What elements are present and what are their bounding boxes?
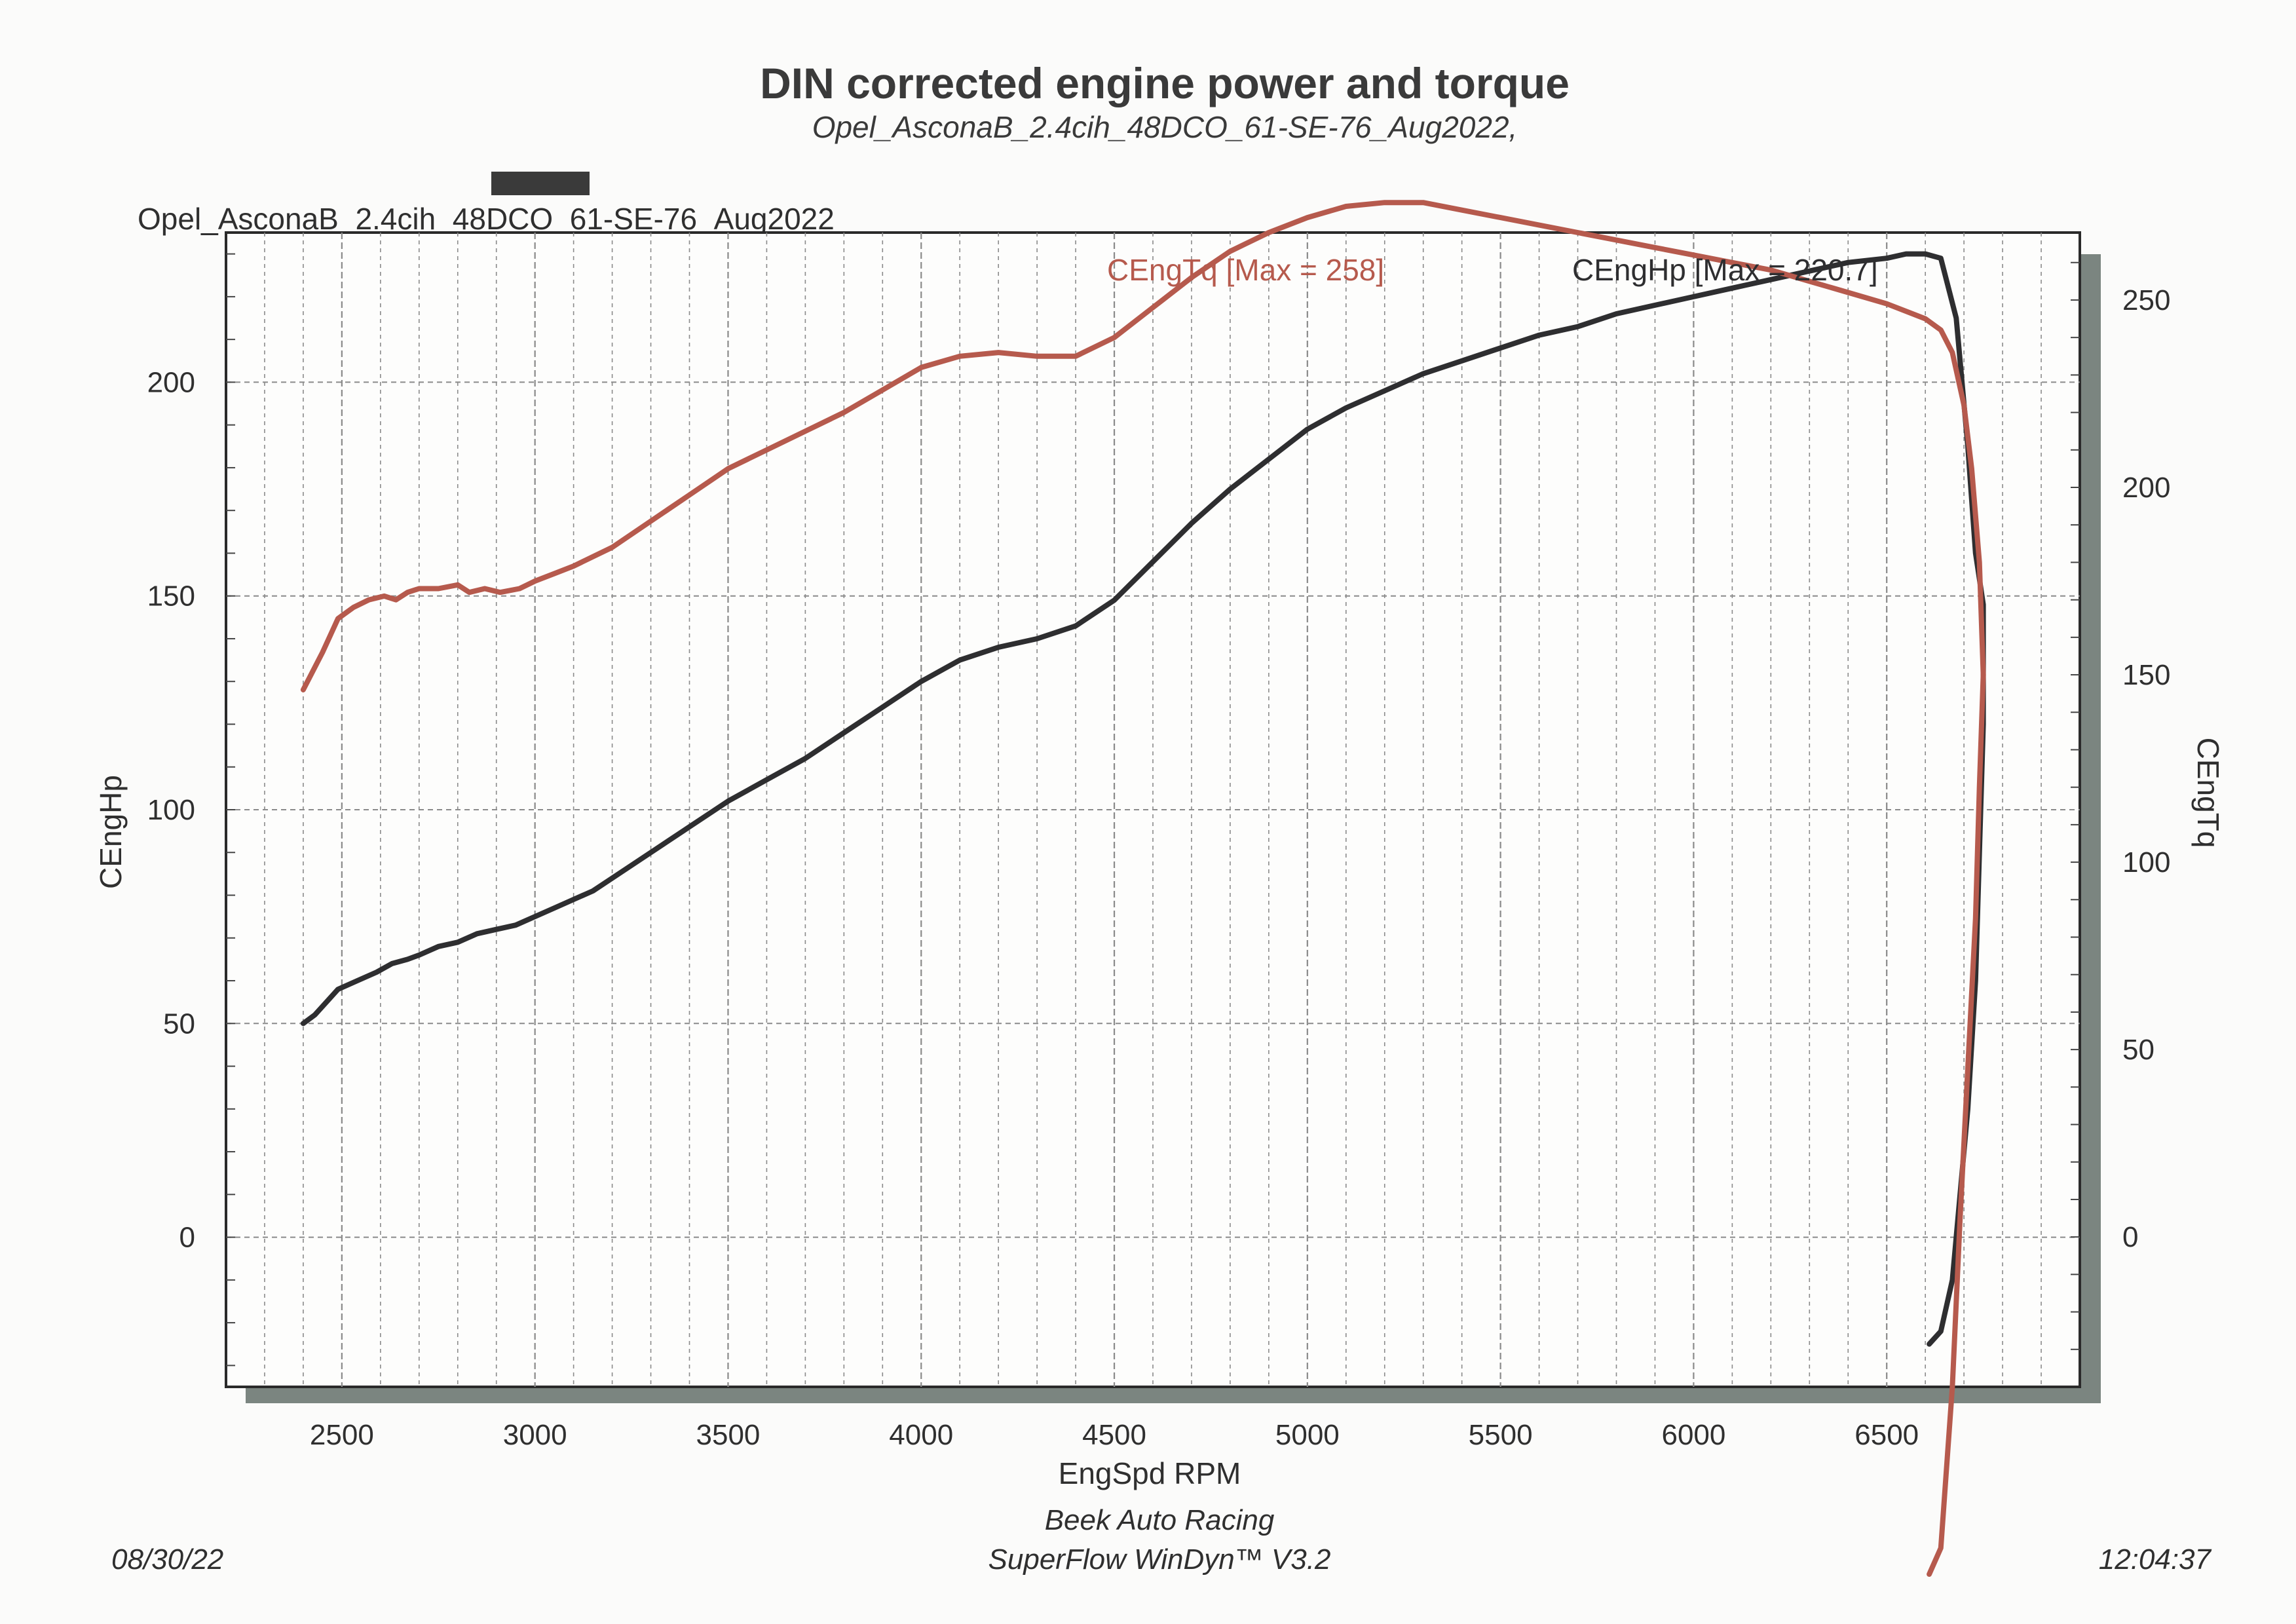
y-tick-label-right: 250 [2122, 284, 2170, 316]
y-tick-label-right: 50 [2122, 1034, 2155, 1066]
x-tick-label: 5500 [1469, 1419, 1533, 1451]
x-tick-label: 6500 [1854, 1419, 1919, 1451]
x-tick-label: 3000 [503, 1419, 567, 1451]
torque-max-annotation: CEngTq [Max = 258] [1107, 253, 1384, 287]
power-max-annotation: CEngHp [Max = 220.7] [1572, 253, 1878, 287]
x-tick-label: 4500 [1082, 1419, 1146, 1451]
legend-swatch [491, 172, 590, 195]
y-tick-label-left: 50 [163, 1008, 195, 1040]
footer-date: 08/30/22 [111, 1543, 223, 1576]
footer-company: Beek Auto Racing [1045, 1504, 1275, 1536]
y-tick-label-right: 150 [2122, 659, 2170, 691]
series-lines [300, 200, 1986, 1577]
y-tick-label-left: 200 [147, 366, 195, 398]
axis-ticks: 2500 3000 3500 4000 4500 5000 5500 6000 65000501… [147, 253, 2170, 1451]
y-axis-label-left: CEngHp [94, 775, 128, 889]
y-tick-label-left: 0 [179, 1222, 195, 1254]
y-tick-label-left: 100 [147, 794, 195, 826]
y-tick-label-right: 200 [2122, 472, 2170, 504]
x-tick-label: 4000 [889, 1419, 953, 1451]
footer-software: SuperFlow WinDyn™ V3.2 [988, 1543, 1331, 1576]
x-tick-label: 3500 [696, 1419, 761, 1451]
x-axis-label: EngSpd RPM [1059, 1456, 1241, 1490]
grid [226, 233, 2080, 1387]
x-tick-label: 6000 [1661, 1419, 1725, 1451]
y-tick-label-left: 150 [147, 580, 195, 613]
plot-shadow-right [2080, 254, 2101, 1401]
legend-label: Opel_AsconaB_2.4cih_48DCO_61-SE-76_Aug20… [138, 202, 835, 236]
y-tick-label-right: 0 [2122, 1221, 2138, 1253]
power-line [300, 251, 1986, 1347]
x-tick-label: 2500 [310, 1419, 374, 1451]
plot-shadow-bottom [246, 1388, 2101, 1403]
y-tick-label-right: 100 [2122, 846, 2170, 878]
y-axis-label-right: CEngTq [2191, 738, 2225, 848]
x-tick-label: 5000 [1275, 1419, 1340, 1451]
torque-line [300, 200, 1986, 1577]
footer-time: 12:04:37 [2099, 1543, 2212, 1576]
chart-subtitle: Opel_AsconaB_2.4cih_48DCO_61-SE-76_Aug20… [812, 110, 1518, 144]
chart-title: DIN corrected engine power and torque [760, 59, 1570, 107]
